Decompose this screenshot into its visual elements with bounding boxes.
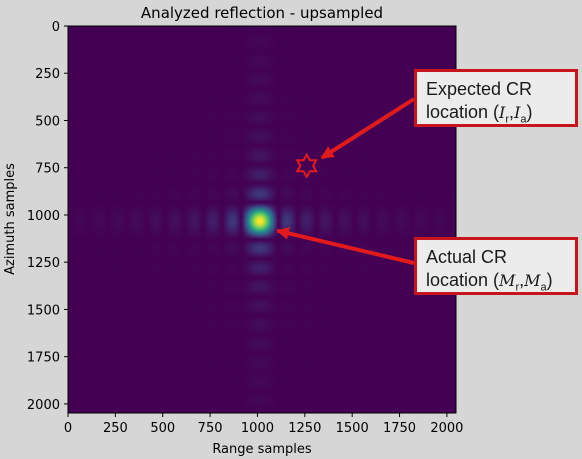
expected-location-marker xyxy=(295,152,318,179)
y-tick-label: 2000 xyxy=(27,398,60,413)
heatmap-image xyxy=(68,26,456,413)
x-tick-label: 2000 xyxy=(430,421,463,436)
y-tick-label: 1250 xyxy=(27,256,60,271)
actual-location-callout: Actual CR location (Mr,Ma) xyxy=(414,237,578,295)
y-tick-label: 500 xyxy=(35,114,60,129)
y-axis: 0 250 500 750 1000 1250 1500 1750 2000 xyxy=(27,20,68,413)
callout-line: Actual CR xyxy=(426,247,508,267)
x-tick-label: 750 xyxy=(198,421,223,436)
callout-line: location (Ir,Ia) xyxy=(426,102,533,126)
x-tick-label: 500 xyxy=(150,421,175,436)
plot-area xyxy=(67,25,457,414)
x-tick-label: 1500 xyxy=(336,421,369,436)
x-tick-label: 1750 xyxy=(383,421,416,436)
x-tick-label: 0 xyxy=(64,421,72,436)
x-tick-label: 1250 xyxy=(288,421,321,436)
callout-line: Expected CR xyxy=(426,79,533,99)
expected-location-arrow xyxy=(320,97,416,160)
callout-line: location (Mr,Ma) xyxy=(426,270,553,294)
chart-title: Analyzed reflection - upsampled xyxy=(141,4,383,22)
y-tick-label: 1500 xyxy=(27,303,60,318)
x-tick-label: 250 xyxy=(103,421,128,436)
y-tick-label: 0 xyxy=(52,20,60,35)
x-axis: 0 250 500 750 1000 1250 1500 1750 2000 xyxy=(64,413,463,436)
y-tick-label: 1000 xyxy=(27,209,60,224)
y-tick-label: 250 xyxy=(35,67,60,82)
actual-location-arrow xyxy=(276,227,415,265)
x-tick-label: 1000 xyxy=(241,421,274,436)
x-axis-label: Range samples xyxy=(212,442,312,457)
y-axis-label: Azimuth samples xyxy=(3,163,18,275)
y-tick-label: 1750 xyxy=(27,351,60,366)
expected-location-callout: Expected CR location (Ir,Ia) xyxy=(414,69,578,127)
y-tick-label: 750 xyxy=(35,162,60,177)
